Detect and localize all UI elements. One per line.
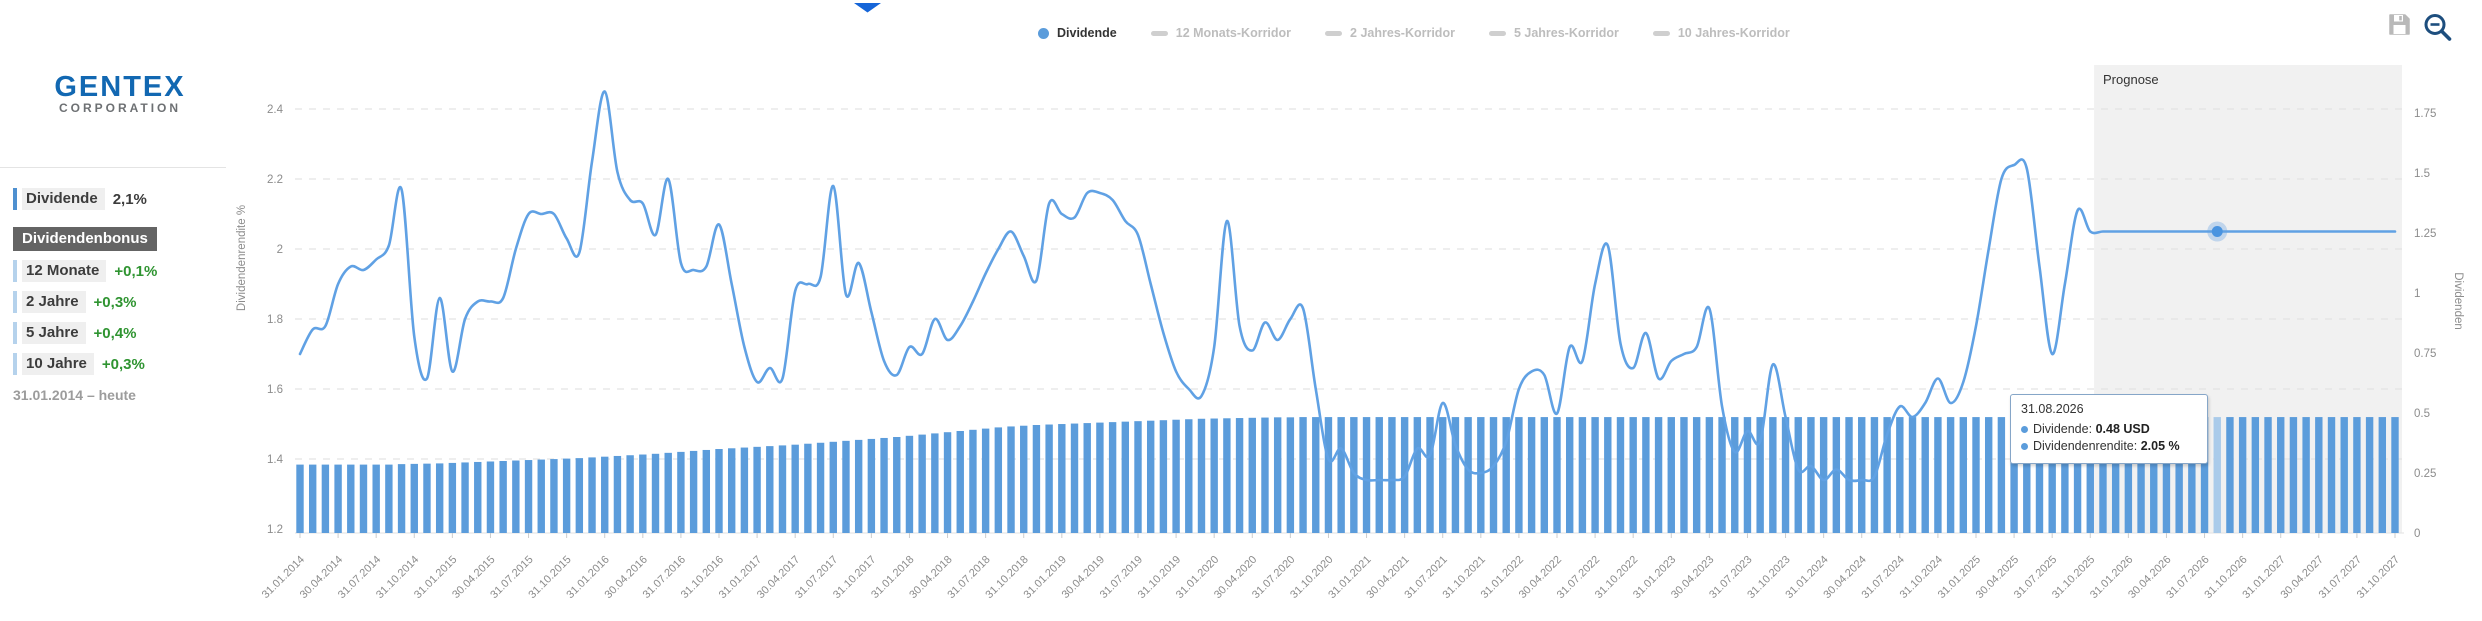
chart-toolbar: [2387, 12, 2453, 48]
bonus-label: 12 Monate: [22, 260, 107, 282]
accent-bar: [13, 260, 17, 282]
stat-value: 2,1%: [112, 190, 147, 208]
legend-item-12-monats-korridor[interactable]: 12 Monats-Korridor: [1150, 26, 1292, 40]
svg-text:1: 1: [2414, 288, 2420, 300]
svg-text:1.4: 1.4: [267, 454, 284, 466]
logo-text: GENTEX: [54, 71, 186, 103]
sidebar-divider: [0, 167, 226, 168]
tooltip-dividend-row: Dividende: 0.48 USD: [2021, 421, 2197, 438]
bonus-value: +0,3%: [93, 293, 137, 311]
bonus-value: +0,3%: [101, 355, 145, 373]
logo-subtext: CORPORATION: [58, 101, 182, 115]
bonus-value: +0,1%: [114, 262, 158, 280]
svg-text:1.2: 1.2: [267, 524, 283, 536]
bonus-row-10y: 10 Jahre +0,3%: [13, 353, 225, 375]
period-range-label: 31.01.2014 – heute: [13, 387, 136, 403]
bonus-row-5y: 5 Jahre +0,4%: [13, 322, 225, 344]
legend-item-10-jahres-korridor[interactable]: 10 Jahres-Korridor: [1652, 26, 1790, 40]
legend-dash-icon: [1488, 30, 1506, 36]
bonus-value: +0,4%: [93, 324, 137, 342]
bonus-label: 5 Jahre: [22, 322, 86, 344]
legend-label: 10 Jahres-Korridor: [1677, 26, 1790, 40]
accent-bar: [13, 291, 17, 313]
bullet-icon: [2021, 443, 2028, 450]
legend-label: 5 Jahres-Korridor: [1513, 26, 1619, 40]
legend-label: 12 Monats-Korridor: [1175, 26, 1292, 40]
scroll-up-diamond-icon[interactable]: [854, 0, 882, 18]
svg-text:0.5: 0.5: [2414, 408, 2430, 420]
accent-bar: [13, 188, 17, 210]
sidebar: GENTEX CORPORATION Dividende 2,1% Divide…: [0, 0, 232, 621]
save-icon[interactable]: [2387, 12, 2412, 42]
chart-tooltip: 31.08.2026 Dividende: 0.48 USD Dividende…: [2010, 394, 2208, 464]
bullet-icon: [2021, 426, 2028, 433]
svg-text:0.75: 0.75: [2414, 348, 2436, 360]
y-axis-title-left: Dividendenrendite %: [236, 204, 248, 312]
svg-text:2.2: 2.2: [267, 174, 283, 186]
bonus-row-2y: 2 Jahre +0,3%: [13, 291, 225, 313]
legend-item-dividende[interactable]: Dividende: [1038, 26, 1117, 40]
company-logo: GENTEX CORPORATION: [36, 72, 204, 115]
legend-item-2-jahres-korridor[interactable]: 2 Jahres-Korridor: [1325, 26, 1455, 40]
svg-text:1.25: 1.25: [2414, 228, 2436, 240]
bonus-row-12m: 12 Monate +0,1%: [13, 260, 225, 282]
chart-legend: Dividende 12 Monats-Korridor 2 Jahres-Ko…: [1038, 26, 1790, 40]
stat-label: Dividende: [22, 188, 105, 210]
svg-text:1.75: 1.75: [2414, 108, 2436, 120]
prognose-label: Prognose: [2103, 72, 2159, 87]
accent-bar: [13, 353, 17, 375]
svg-text:0.25: 0.25: [2414, 468, 2436, 480]
dividend-bonus-header: Dividendenbonus: [13, 227, 157, 251]
legend-dash-icon: [1325, 30, 1343, 36]
svg-text:1.5: 1.5: [2414, 168, 2430, 180]
bonus-label: 2 Jahre: [22, 291, 86, 313]
svg-text:1.6: 1.6: [267, 384, 283, 396]
legend-dash-icon: [1150, 30, 1168, 36]
svg-text:2.4: 2.4: [267, 104, 284, 116]
legend-item-5-jahres-korridor[interactable]: 5 Jahres-Korridor: [1488, 26, 1619, 40]
legend-dash-icon: [1652, 30, 1670, 36]
legend-label: Dividende: [1057, 26, 1117, 40]
tooltip-dividend-text: Dividende: 0.48 USD: [2033, 422, 2150, 436]
tooltip-yield-text: Dividendenrendite: 2.05 %: [2033, 439, 2180, 453]
y-axis-title-right: Dividenden: [2452, 272, 2464, 330]
svg-text:0: 0: [2414, 528, 2420, 540]
svg-text:1.8: 1.8: [267, 314, 283, 326]
svg-text:2: 2: [277, 244, 283, 256]
legend-dot-icon: [1038, 27, 1049, 39]
tooltip-date: 31.08.2026: [2021, 402, 2084, 416]
bonus-label: 10 Jahre: [22, 353, 94, 375]
tooltip-yield-row: Dividendenrendite: 2.05 %: [2021, 438, 2197, 455]
zoom-out-icon[interactable]: [2422, 12, 2453, 48]
accent-bar: [13, 322, 17, 344]
dividend-yield-stat: Dividende 2,1%: [13, 188, 225, 210]
stats-panel: Dividende 2,1% Dividendenbonus 12 Monate…: [13, 188, 225, 403]
legend-label: 2 Jahres-Korridor: [1350, 26, 1455, 40]
